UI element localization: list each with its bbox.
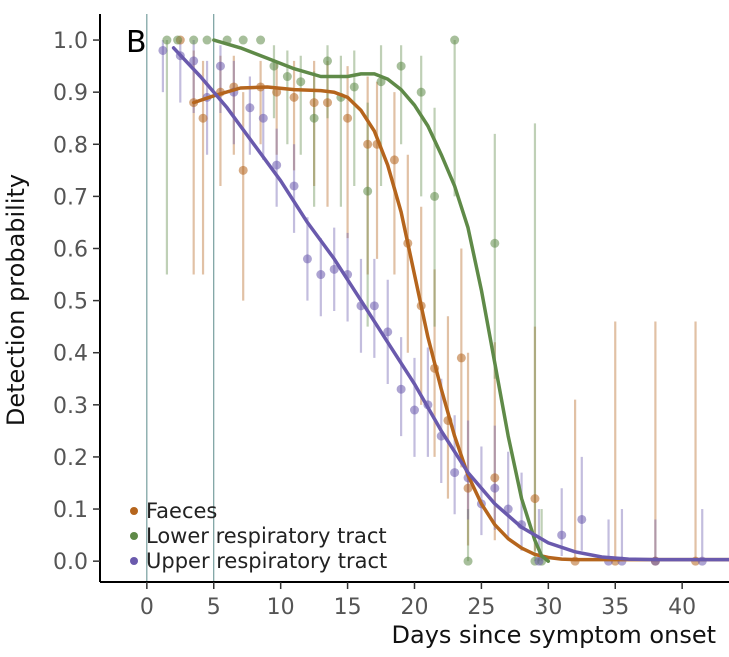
upper-respiratory-tract-data-point [534, 556, 544, 566]
lower-respiratory-tract-data-point [430, 191, 440, 201]
x-tick-label: 20 [401, 595, 429, 620]
data-points [158, 35, 707, 566]
upper-respiratory-tract-data-point [316, 270, 326, 280]
lower-respiratory-tract-data-point [349, 82, 359, 92]
legend-label-upper-respiratory-tract: Upper respiratory tract [146, 549, 387, 573]
upper-respiratory-tract-data-point [158, 45, 168, 55]
lower-respiratory-tract-data-point [269, 61, 279, 71]
x-axis-title: Days since symptom onset [392, 621, 717, 649]
legend-key-faeces [130, 507, 138, 515]
faeces-data-point [289, 92, 299, 102]
y-tick-label: 0.3 [53, 394, 88, 419]
y-tick-label: 0.0 [53, 550, 88, 575]
faeces-data-point [490, 473, 500, 483]
faeces-data-point [530, 494, 540, 504]
y-tick-label: 0.5 [53, 290, 88, 315]
panel-label: B [126, 25, 147, 60]
x-tick-label: 25 [467, 595, 495, 620]
faeces-data-point [343, 113, 353, 123]
lower-respiratory-tract-data-point [238, 35, 248, 45]
upper-respiratory-tract-data-point [396, 384, 406, 394]
x-tick-label: 5 [207, 595, 221, 620]
legend-label-lower-respiratory-tract: Lower respiratory tract [146, 524, 387, 548]
upper-respiratory-tract-data-point [272, 160, 282, 170]
legend-key-upper-respiratory-tract [130, 557, 138, 565]
lower-respiratory-tract-data-point [162, 35, 172, 45]
faeces-data-point [463, 483, 473, 493]
error-bars [161, 40, 704, 562]
upper-respiratory-tract-data-point [490, 483, 500, 493]
y-ticks: 0.0 0.1 0.2 0.3 0.4 0.5 0.6 0.7 0.8 0.9 1.0 [53, 29, 100, 575]
upper-respiratory-tract-fit-line [171, 46, 729, 562]
y-tick-label: 0.1 [53, 498, 88, 523]
y-tick-label: 0.7 [53, 185, 88, 210]
upper-respiratory-tract-data-point [369, 301, 379, 311]
x-ticks: 0 5 10 15 20 25 30 35 40 [140, 582, 696, 620]
faeces-data-point [272, 87, 282, 97]
x-tick-label: 0 [140, 595, 154, 620]
faeces-data-point [456, 353, 466, 363]
faeces-data-point [198, 113, 208, 123]
upper-respiratory-tract-data-point [258, 113, 268, 123]
lower-respiratory-tract-data-point [189, 35, 199, 45]
lower-respiratory-tract-data-point [309, 113, 319, 123]
upper-respiratory-tract-data-point [189, 56, 199, 66]
lower-respiratory-tract-data-point [202, 35, 212, 45]
fit-curves [171, 38, 729, 563]
legend-key-lower-respiratory-tract [130, 532, 138, 540]
y-tick-label: 1.0 [53, 29, 88, 54]
lower-respiratory-tract-data-point [296, 77, 306, 87]
upper-respiratory-tract-data-point [289, 181, 299, 191]
upper-respiratory-tract-data-point [450, 468, 460, 478]
y-tick-label: 0.8 [53, 133, 88, 158]
lower-respiratory-tract-data-point [363, 186, 373, 196]
upper-respiratory-tract-data-point [302, 254, 312, 264]
lower-respiratory-tract-data-point [256, 35, 266, 45]
lower-respiratory-tract-data-point [173, 35, 183, 45]
lower-respiratory-tract-data-point [463, 556, 473, 566]
upper-respiratory-tract-data-point [215, 61, 225, 71]
lower-respiratory-tract-fit-line [212, 38, 551, 563]
faeces-data-point [389, 155, 399, 165]
upper-respiratory-tract-data-point [557, 530, 567, 540]
x-tick-label: 30 [534, 595, 562, 620]
vertical-reference-lines [146, 14, 215, 582]
upper-respiratory-tract-data-point [383, 327, 393, 337]
upper-respiratory-tract-data-point [577, 514, 587, 524]
lower-respiratory-tract-data-point [376, 77, 386, 87]
faeces-data-point [323, 98, 333, 108]
y-tick-label: 0.9 [53, 81, 88, 106]
lower-respiratory-tract-data-point [282, 72, 292, 82]
lower-respiratory-tract-data-point [323, 56, 333, 66]
upper-respiratory-tract-data-point [245, 103, 255, 113]
lower-respiratory-tract-data-point [396, 61, 406, 71]
y-axis-title: Detection probability [2, 174, 30, 426]
y-tick-label: 0.2 [53, 446, 88, 471]
faeces-fit-line [191, 85, 729, 562]
x-tick-label: 40 [668, 595, 696, 620]
upper-respiratory-tract-data-point [410, 405, 419, 415]
x-tick-label: 15 [334, 595, 362, 620]
lower-respiratory-tract-data-point [450, 35, 460, 45]
faeces-data-point [363, 139, 373, 149]
x-tick-label: 10 [267, 595, 295, 620]
upper-respiratory-tract-data-point [329, 264, 339, 274]
lower-respiratory-tract-data-point [490, 238, 500, 248]
faeces-data-point [238, 165, 248, 175]
y-tick-label: 0.4 [53, 342, 88, 367]
lower-respiratory-tract-data-point [416, 87, 426, 97]
legend-label-faeces: Faeces [146, 499, 217, 523]
x-tick-label: 35 [601, 595, 629, 620]
faeces-data-point [309, 98, 319, 108]
y-tick-label: 0.6 [53, 237, 88, 262]
